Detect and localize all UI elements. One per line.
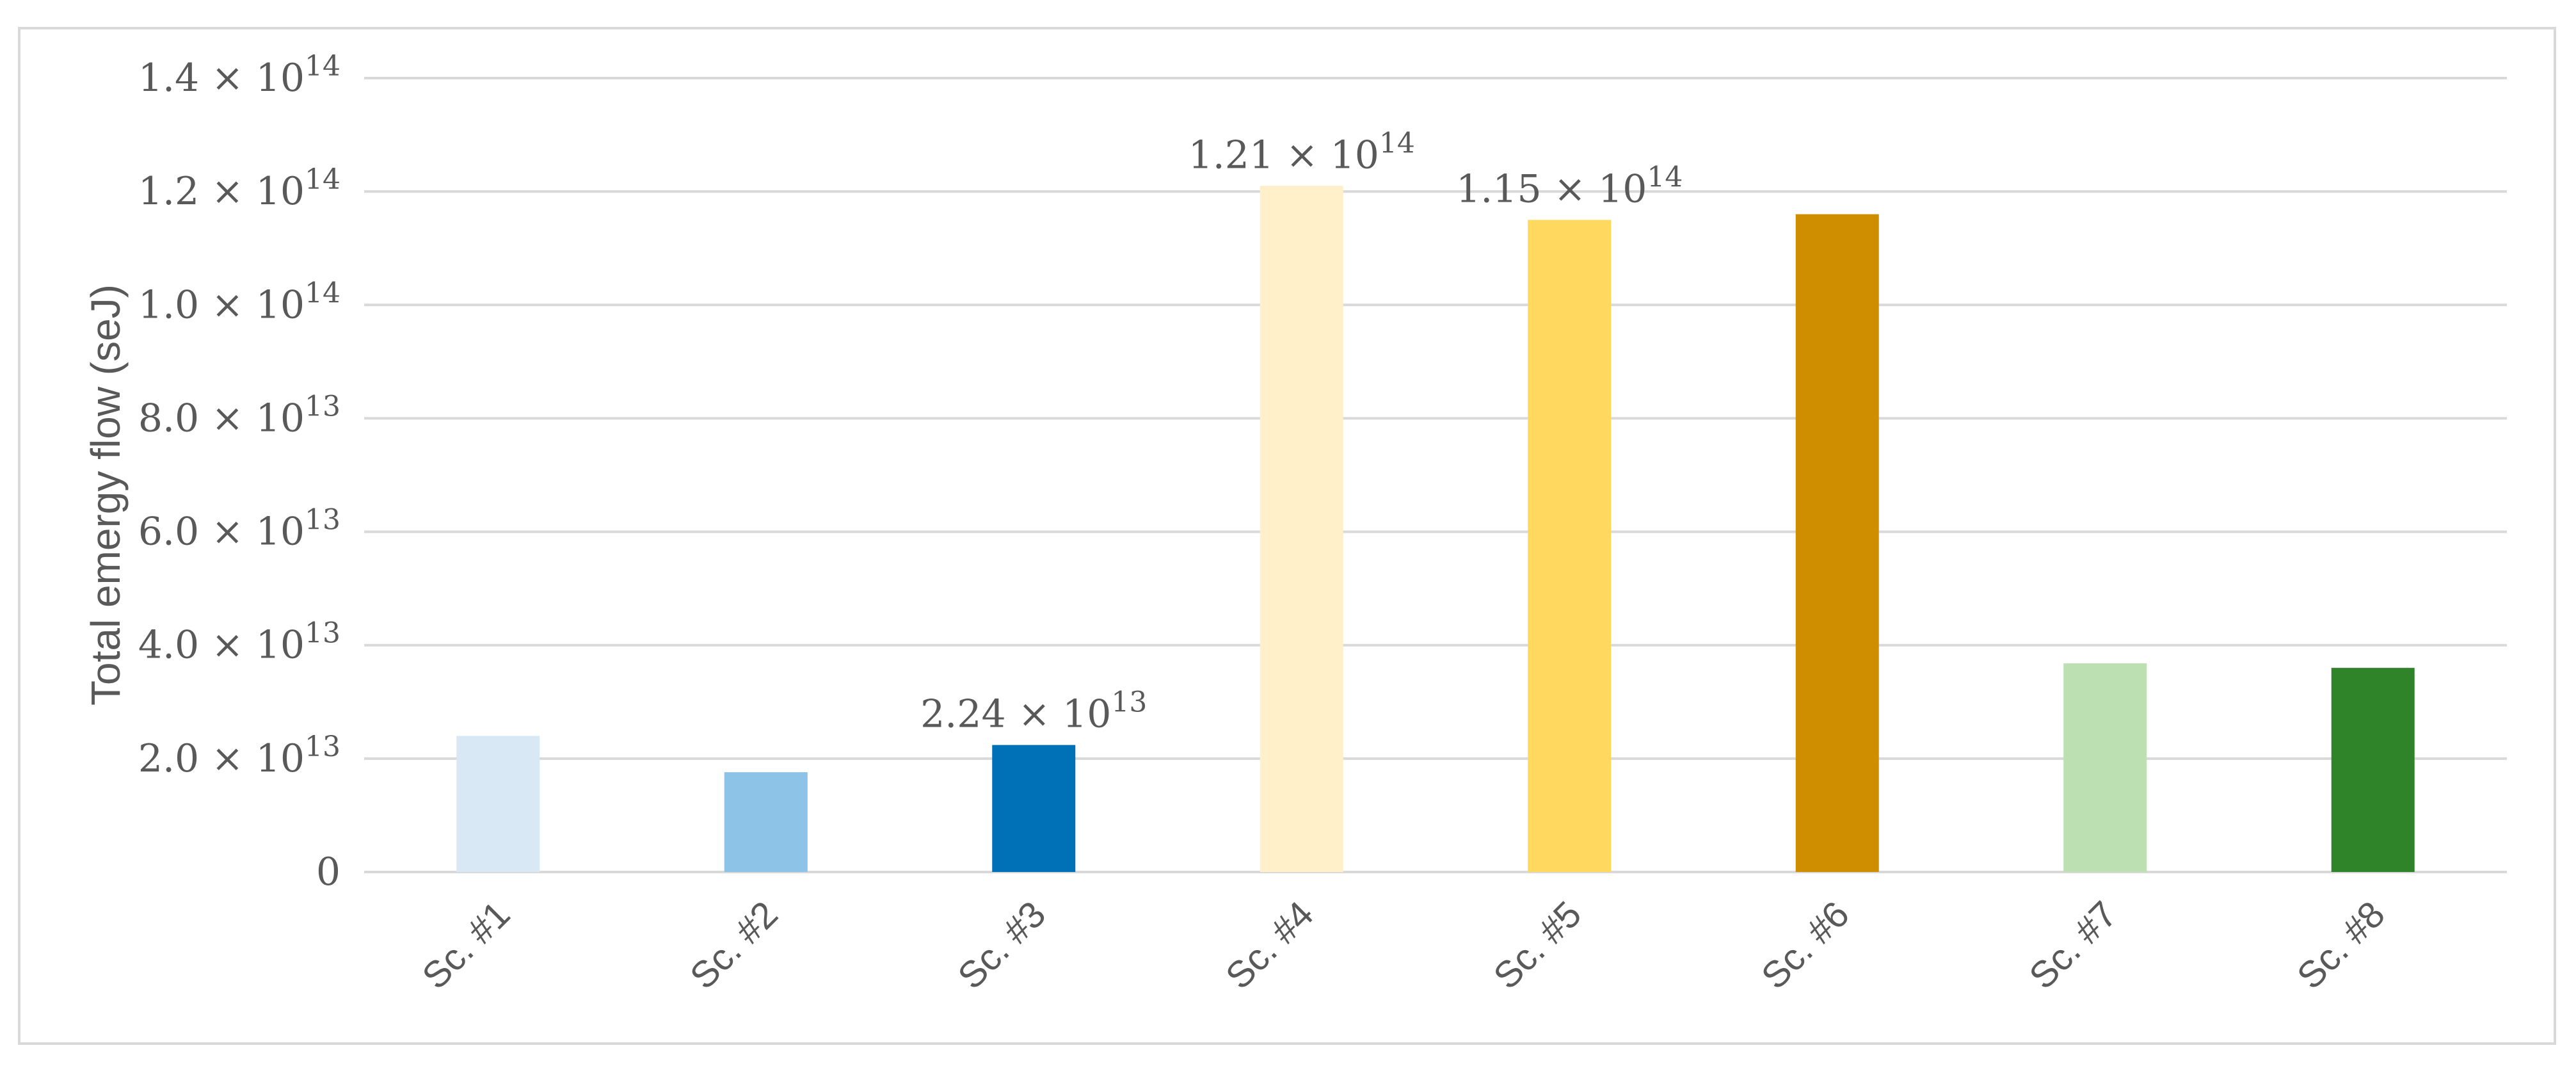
chart-frame: 0 2.0 × 1013 4.0 × 1013 6.0 × 1013 8.0 × 101… xyxy=(18,27,2556,1045)
data-labels: 2.24 × 1013 1.21 × 1014 1.15 × 1014 xyxy=(920,127,1683,736)
x-tick-label: Sc. #1 xyxy=(414,893,518,997)
bar-8 xyxy=(2331,668,2415,872)
y-tick-label: 1.0 × 1014 xyxy=(138,277,340,327)
y-tick-label: 4.0 × 1013 xyxy=(138,617,340,668)
bar-6 xyxy=(1795,214,1879,873)
x-tick-label: Sc. #4 xyxy=(1218,893,1322,997)
x-tick-label: Sc. #5 xyxy=(1485,893,1589,997)
y-tick-label: 2.0 × 1013 xyxy=(138,731,340,781)
bar-3 xyxy=(992,745,1076,872)
y-tick-label: 0 xyxy=(316,850,340,894)
x-tick-label: Sc. #7 xyxy=(2021,893,2125,997)
y-axis-ticks: 0 2.0 × 1013 4.0 × 1013 6.0 × 1013 8.0 × 101… xyxy=(138,50,340,894)
gridlines xyxy=(364,77,2507,873)
y-axis-label: Total emergy flow (seJ) xyxy=(83,284,129,706)
x-axis-ticks: Sc. #1 Sc. #2 Sc. #3 Sc. #4 Sc. #5 Sc. #6 Sc. … xyxy=(414,893,2393,997)
x-tick-label: Sc. #6 xyxy=(1754,893,1857,997)
x-tick-label: Sc. #2 xyxy=(682,893,786,997)
data-label: 1.15 × 1014 xyxy=(1456,161,1683,211)
x-tick-label: Sc. #8 xyxy=(2289,893,2393,997)
y-tick-label: 1.2 × 1014 xyxy=(138,163,340,214)
bar-5 xyxy=(1528,220,1612,872)
y-tick-label: 6.0 × 1013 xyxy=(138,504,340,554)
data-label: 2.24 × 1013 xyxy=(920,686,1147,737)
x-tick-label: Sc. #3 xyxy=(950,893,1053,997)
bars xyxy=(456,186,2415,873)
bar-2 xyxy=(724,772,808,872)
data-label: 1.21 × 1014 xyxy=(1188,127,1415,177)
bar-7 xyxy=(2063,663,2147,872)
bar-4 xyxy=(1260,186,1343,873)
y-tick-label: 1.4 × 1014 xyxy=(138,50,340,101)
y-tick-label: 8.0 × 1013 xyxy=(138,390,340,440)
bar-1 xyxy=(456,736,540,872)
bar-chart: 0 2.0 × 1013 4.0 × 1013 6.0 × 1013 8.0 × 101… xyxy=(83,50,2507,997)
